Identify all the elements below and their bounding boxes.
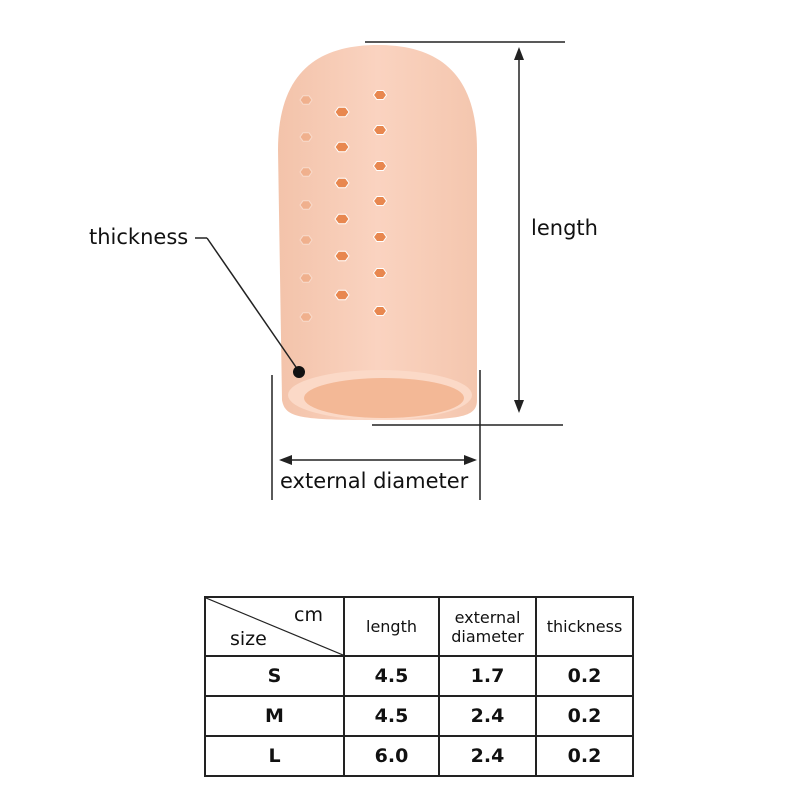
thickness-pointer — [206, 237, 299, 371]
hole-icon — [372, 125, 388, 135]
hole-icon — [299, 273, 313, 283]
hole-icon — [372, 161, 388, 171]
hole-icon — [372, 306, 388, 316]
corner-cell: cm size — [204, 596, 345, 657]
finger-sleeve-image — [278, 45, 477, 420]
hole-icon — [334, 289, 350, 301]
hole-icon — [372, 196, 388, 206]
hole-icon — [334, 141, 350, 153]
table-row: L 6.0 2.4 0.2 — [204, 735, 634, 777]
hole-icon — [372, 232, 388, 242]
hole-icon — [299, 235, 313, 245]
table-row: M 4.5 2.4 0.2 — [204, 695, 634, 737]
size-table: cm size length external diameter thicknes… — [204, 596, 634, 777]
hole-icon — [334, 106, 350, 118]
hole-icon — [334, 177, 350, 189]
header-external-diameter: external diameter — [438, 596, 537, 657]
hole-icon — [299, 312, 313, 322]
hole-icon — [372, 90, 388, 100]
hole-icon — [299, 95, 313, 105]
header-thickness: thickness — [535, 596, 634, 657]
hole-icon — [372, 268, 388, 278]
length-label: length — [531, 216, 598, 240]
hole-icon — [334, 250, 350, 262]
external-diameter-label: external diameter — [280, 469, 469, 493]
header-length: length — [343, 596, 440, 657]
hole-icon — [334, 213, 350, 225]
thickness-label: thickness — [89, 225, 189, 249]
hole-icon — [299, 132, 313, 142]
hole-icon — [299, 167, 313, 177]
product-diagram — [195, 41, 565, 500]
hole-icon — [299, 200, 313, 210]
table-row: S 4.5 1.7 0.2 — [204, 655, 634, 697]
